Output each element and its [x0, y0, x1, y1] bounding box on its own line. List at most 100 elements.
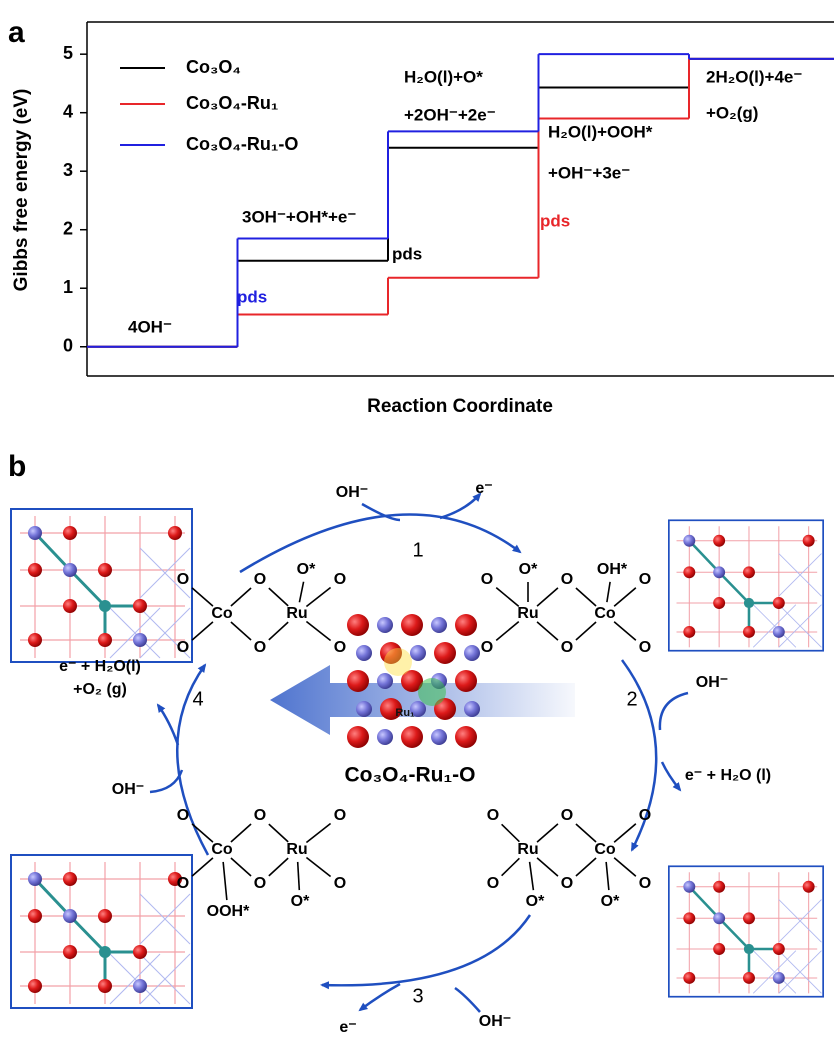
- atom-label: O: [334, 639, 346, 656]
- bond: [231, 858, 251, 876]
- bond: [614, 588, 636, 606]
- bond: [614, 824, 636, 842]
- atom: [434, 642, 456, 664]
- legend-label: Co₃O₄-Ru₁: [186, 93, 278, 113]
- bond: [192, 588, 213, 606]
- annotation: 2H₂O(l)+4e⁻: [706, 67, 802, 86]
- atom-label: OH*: [597, 561, 628, 578]
- atom-label: O: [639, 807, 651, 824]
- annotation: pds: [540, 211, 570, 230]
- atom: [347, 614, 369, 636]
- atom-label: Ru: [286, 841, 307, 858]
- species-label: e⁻ + H₂O (l): [685, 767, 771, 784]
- bond: [306, 621, 330, 640]
- atom-label: O: [639, 639, 651, 656]
- bond: [502, 824, 520, 841]
- arrow: [662, 762, 680, 790]
- atom-label: O: [561, 875, 573, 892]
- atom-label: O: [561, 639, 573, 656]
- bond: [269, 824, 288, 842]
- step-number: 4: [192, 688, 203, 710]
- annotation: pds: [392, 244, 422, 263]
- bond: [298, 862, 300, 890]
- atom: [356, 645, 372, 661]
- atom: [431, 729, 447, 745]
- atom-label: Ru: [286, 605, 307, 622]
- bond: [606, 862, 609, 890]
- atom-label: O: [481, 639, 493, 656]
- atom: [431, 617, 447, 633]
- bond: [607, 582, 610, 602]
- bond: [231, 824, 251, 842]
- annotation: +2OH⁻+2e⁻: [404, 105, 496, 124]
- bond: [537, 858, 558, 876]
- bond: [576, 824, 596, 842]
- center-label: Co₃O₄-Ru₁-O: [344, 764, 475, 787]
- arrow: [322, 915, 530, 985]
- arrow: [455, 988, 480, 1012]
- bond: [269, 588, 288, 606]
- species-label: e⁻ + H₂O(l): [59, 658, 141, 675]
- atom-label: O: [334, 807, 346, 824]
- bond: [192, 858, 213, 876]
- species-label: +O₂ (g): [73, 681, 127, 698]
- annotation: +OH⁻+3e⁻: [548, 163, 630, 182]
- atom-label: Ru: [517, 605, 538, 622]
- atom-label: O: [254, 875, 266, 892]
- bond: [306, 857, 330, 876]
- atom-label: O*: [291, 893, 310, 910]
- atom: [455, 670, 477, 692]
- page: a Gibbs free energy (eV) Reaction Coordi…: [0, 0, 834, 1042]
- atom-label: O: [561, 571, 573, 588]
- annotation: pds: [237, 287, 267, 306]
- highlight: [384, 648, 412, 676]
- bond: [537, 824, 558, 842]
- species-label: OH⁻: [696, 674, 728, 691]
- atom-label: O: [177, 807, 189, 824]
- species-label: OH⁻: [336, 484, 368, 501]
- y-tick-label: 4: [63, 101, 73, 121]
- x-axis-label: Reaction Coordinate: [367, 396, 553, 417]
- annotation: H₂O(l)+O*: [404, 67, 483, 86]
- step-number: 2: [626, 688, 637, 710]
- atom-label: O: [254, 807, 266, 824]
- y-tick-label: 5: [63, 43, 73, 63]
- atom: [455, 614, 477, 636]
- atom-label: Co: [594, 605, 616, 622]
- atom-label: O*: [297, 561, 316, 578]
- legend-label: Co₃O₄: [186, 57, 241, 77]
- atom-label: O: [487, 875, 499, 892]
- atom: [377, 617, 393, 633]
- bond: [576, 588, 596, 606]
- atom-label: Co: [594, 841, 616, 858]
- bond: [231, 588, 251, 606]
- structure-image: [669, 520, 823, 650]
- bond: [614, 622, 636, 640]
- atom: [410, 645, 426, 661]
- bond: [192, 622, 213, 640]
- annotation: +O₂(g): [706, 103, 758, 122]
- atom-label: O: [177, 875, 189, 892]
- atom: [347, 670, 369, 692]
- bond: [576, 622, 596, 640]
- bond: [269, 622, 288, 640]
- bond: [537, 588, 558, 606]
- arrow: [158, 705, 178, 745]
- legend-label: Co₃O₄-Ru₁-O: [186, 134, 298, 154]
- structure-image: [11, 509, 192, 662]
- atom-label: Co: [211, 605, 233, 622]
- atom: [347, 726, 369, 748]
- atom-label: OOH*: [207, 903, 250, 920]
- atom: [377, 729, 393, 745]
- atom-label: O: [481, 571, 493, 588]
- panel-label: a: [8, 16, 25, 49]
- species-label: OH⁻: [479, 1013, 511, 1030]
- bond: [530, 862, 534, 890]
- bond: [306, 823, 330, 842]
- bond: [576, 858, 596, 876]
- bond: [496, 622, 519, 641]
- step-number: 1: [412, 539, 423, 561]
- annotation: 4OH⁻: [128, 317, 172, 336]
- atom-label: O: [639, 875, 651, 892]
- arrow: [440, 494, 480, 518]
